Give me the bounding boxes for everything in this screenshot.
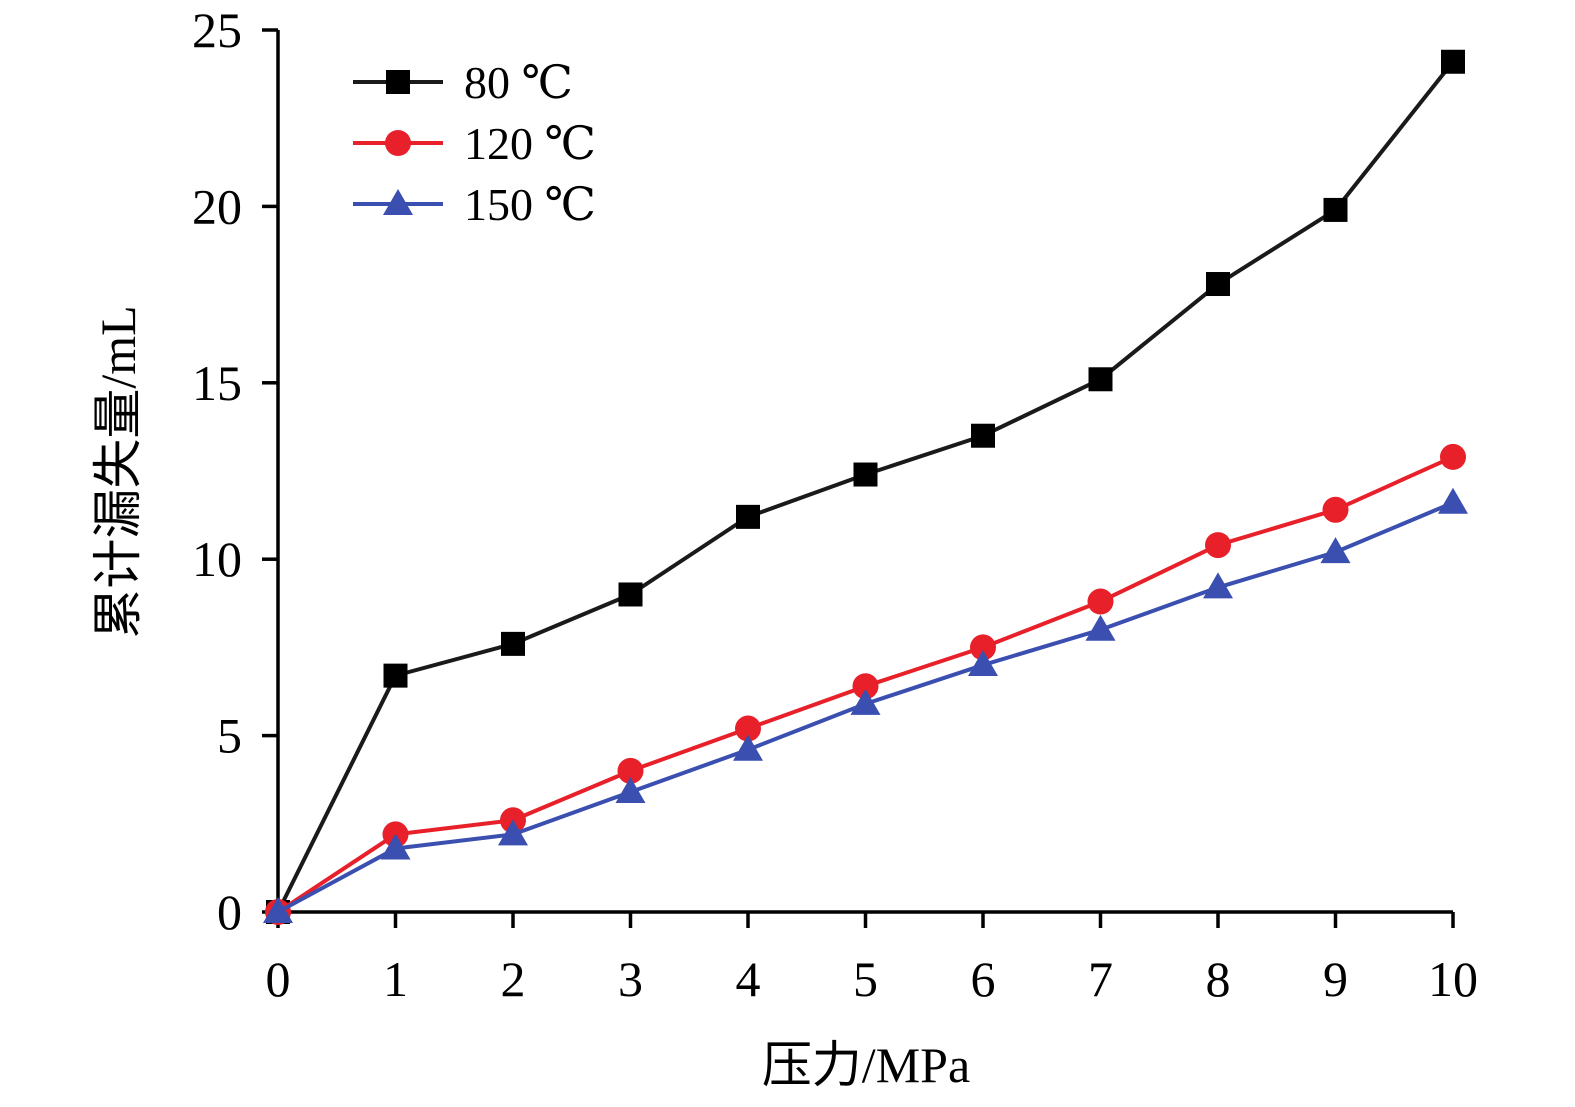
- y-tick-label: 25: [192, 2, 242, 58]
- data-point: [853, 462, 878, 487]
- data-point: [498, 819, 528, 846]
- x-tick-label: 0: [266, 951, 291, 1007]
- data-point: [1323, 197, 1348, 222]
- y-tick-label: 5: [217, 708, 242, 764]
- data-point: [971, 423, 995, 448]
- x-tick-label: 10: [1428, 951, 1478, 1007]
- x-tick-label: 1: [383, 951, 408, 1007]
- data-point: [615, 777, 646, 804]
- y-tick-label: 20: [192, 178, 242, 234]
- data-point: [1322, 496, 1349, 523]
- legend-marker: [385, 130, 411, 156]
- x-tick-label: 9: [1323, 951, 1348, 1007]
- data-point: [736, 504, 760, 529]
- legend-label: 150 ℃: [464, 179, 596, 230]
- data-point: [1085, 614, 1116, 641]
- legend-marker: [383, 189, 413, 215]
- legend-item: 80 ℃: [353, 57, 573, 108]
- x-tick-label: 8: [1206, 951, 1231, 1007]
- series-1: [266, 49, 1465, 924]
- x-axis-title: 压力/MPa: [762, 1037, 970, 1093]
- data-point: [263, 897, 293, 923]
- x-tick-label: 3: [618, 951, 643, 1007]
- data-point: [1440, 443, 1466, 470]
- x-tick-label: 6: [971, 951, 996, 1007]
- data-point: [1205, 532, 1231, 559]
- series-3: [263, 487, 1468, 923]
- data-point: [735, 715, 761, 742]
- legend-label: 80 ℃: [464, 57, 573, 108]
- series-line: [276, 60, 1455, 913]
- data-point: [1203, 572, 1233, 599]
- x-tick-label: 5: [853, 951, 878, 1007]
- data-point: [1441, 49, 1465, 74]
- series-layer: [263, 49, 1468, 925]
- data-point: [852, 673, 879, 700]
- data-point: [617, 757, 644, 784]
- data-point: [1087, 588, 1114, 615]
- data-point: [1206, 272, 1230, 297]
- y-axis-title: 累计漏失量/mL: [90, 305, 146, 638]
- data-point: [970, 634, 996, 661]
- data-point: [733, 734, 763, 761]
- y-tick-label: 15: [192, 355, 242, 411]
- data-point: [380, 833, 411, 860]
- x-tick-label: 7: [1088, 951, 1113, 1007]
- legend-item: 120 ℃: [353, 118, 596, 169]
- x-tick-label: 4: [736, 951, 761, 1007]
- x-tick-label: 2: [501, 951, 526, 1007]
- legend: 80 ℃ 120 ℃ 150 ℃: [353, 57, 596, 230]
- y-tick-label: 10: [192, 531, 242, 587]
- legend-item: 150 ℃: [353, 179, 596, 230]
- legend-marker: [386, 70, 410, 94]
- data-point: [1088, 367, 1113, 392]
- data-point: [618, 582, 643, 607]
- axes: 0 5 10 15 20 25 0 1 2 3 4 5 6 7 8 9 10: [192, 2, 1478, 1007]
- data-point: [850, 688, 881, 715]
- data-point: [968, 650, 998, 677]
- data-point: [501, 631, 525, 656]
- data-point: [1320, 537, 1351, 564]
- legend-label: 120 ℃: [464, 118, 596, 169]
- series-2: [265, 443, 1466, 925]
- y-tick-label: 0: [217, 884, 242, 940]
- data-point: [383, 663, 408, 688]
- data-point: [1438, 487, 1468, 514]
